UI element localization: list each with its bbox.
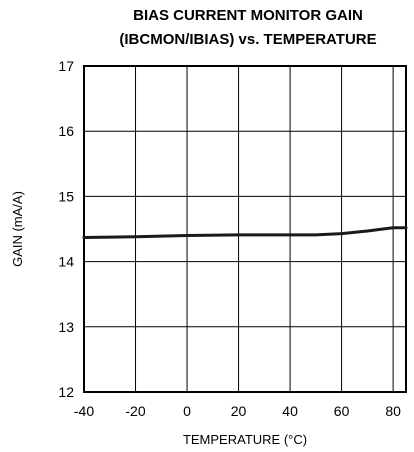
x-tick-label: 20 bbox=[231, 403, 247, 419]
grid bbox=[83, 65, 406, 393]
x-tick-label: -40 bbox=[74, 403, 94, 419]
chart-title-line2: (IBCMON/IBIAS) vs. TEMPERATURE bbox=[119, 31, 376, 48]
x-tick-label: 80 bbox=[385, 403, 401, 419]
x-tick-label: 60 bbox=[334, 403, 350, 419]
y-tick-label: 14 bbox=[58, 254, 74, 270]
x-tick-label: 40 bbox=[282, 403, 298, 419]
series-layer bbox=[82, 226, 408, 239]
x-tick-label: -20 bbox=[125, 403, 145, 419]
x-tick-label: 0 bbox=[183, 403, 191, 419]
y-tick-label: 12 bbox=[58, 384, 74, 400]
y-axis-label: GAIN (mA/A) bbox=[10, 191, 25, 267]
y-tick-label: 17 bbox=[58, 58, 74, 74]
chart-title-line1: BIAS CURRENT MONITOR GAIN bbox=[133, 7, 363, 24]
y-tick-labels: 12 13 14 15 16 17 bbox=[58, 58, 74, 400]
y-tick-label: 15 bbox=[58, 188, 74, 204]
series-line bbox=[82, 226, 408, 239]
x-tick-labels: -40 -20 0 20 40 60 80 bbox=[74, 403, 401, 419]
y-tick-label: 16 bbox=[58, 123, 74, 139]
plot-frame bbox=[83, 65, 407, 393]
x-axis-label: TEMPERATURE (°C) bbox=[183, 432, 307, 447]
y-tick-label: 13 bbox=[58, 319, 74, 335]
